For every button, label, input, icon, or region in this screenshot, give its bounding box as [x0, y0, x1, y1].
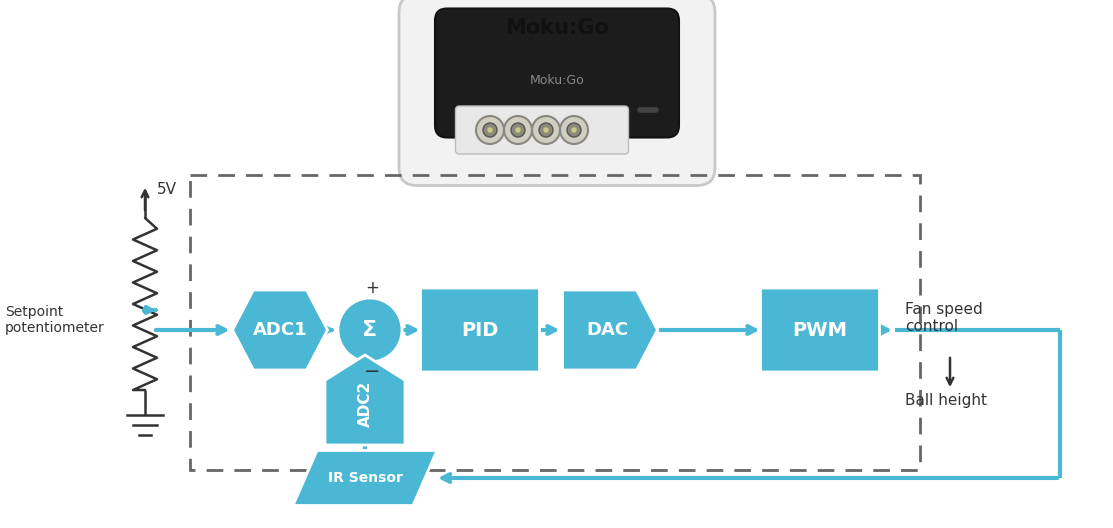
Text: Σ: Σ: [363, 320, 377, 340]
Circle shape: [476, 116, 504, 144]
FancyBboxPatch shape: [398, 0, 715, 185]
FancyBboxPatch shape: [455, 106, 629, 154]
Circle shape: [571, 127, 577, 133]
Text: −: −: [364, 363, 381, 382]
Text: Fan speed
control: Fan speed control: [905, 302, 983, 334]
Circle shape: [504, 116, 532, 144]
Circle shape: [539, 123, 553, 137]
Text: Ball height: Ball height: [905, 392, 987, 408]
Text: Moku:Go: Moku:Go: [505, 18, 609, 38]
Text: Moku:Go: Moku:Go: [530, 73, 584, 87]
Text: IR Sensor: IR Sensor: [327, 471, 403, 485]
Circle shape: [560, 116, 588, 144]
Bar: [190, 175, 920, 470]
Text: PWM: PWM: [792, 320, 847, 340]
Circle shape: [543, 127, 549, 133]
Text: DAC: DAC: [587, 321, 629, 339]
FancyBboxPatch shape: [760, 288, 879, 372]
Polygon shape: [293, 450, 437, 505]
FancyBboxPatch shape: [421, 288, 540, 372]
Text: Setpoint
potentiometer: Setpoint potentiometer: [4, 305, 105, 335]
Circle shape: [338, 298, 402, 362]
Text: 5V: 5V: [157, 183, 177, 197]
Text: ADC1: ADC1: [253, 321, 307, 339]
Circle shape: [511, 123, 525, 137]
Circle shape: [532, 116, 560, 144]
Text: ADC2: ADC2: [357, 381, 373, 427]
Circle shape: [483, 123, 498, 137]
Polygon shape: [325, 355, 405, 445]
Circle shape: [567, 123, 581, 137]
Text: +: +: [365, 279, 378, 297]
Polygon shape: [233, 290, 327, 370]
Circle shape: [487, 127, 493, 133]
Polygon shape: [562, 290, 658, 370]
Circle shape: [515, 127, 521, 133]
FancyBboxPatch shape: [435, 8, 679, 137]
Text: PID: PID: [461, 320, 499, 340]
